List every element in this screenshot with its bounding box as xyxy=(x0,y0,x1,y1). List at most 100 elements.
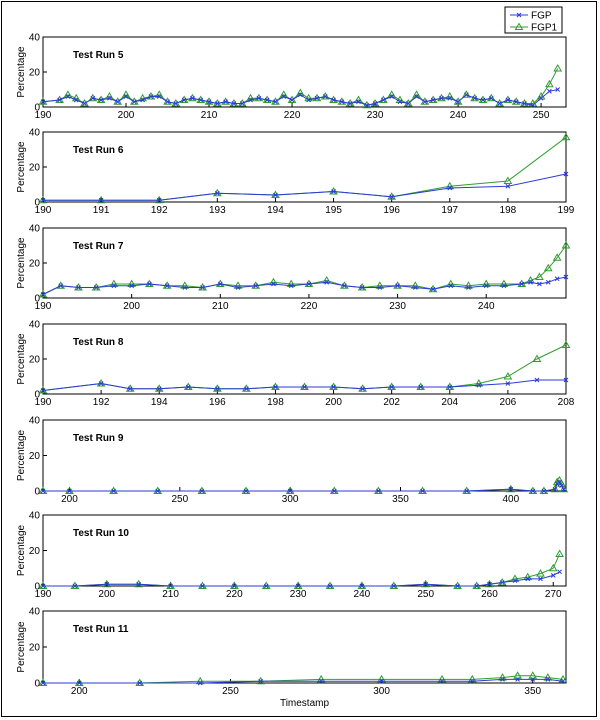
y-tick-label: 20 xyxy=(29,355,41,366)
point-fgp1 xyxy=(462,90,471,98)
point-fgp xyxy=(324,279,330,285)
point-fgp1 xyxy=(320,92,330,100)
point-fgp xyxy=(391,583,397,589)
x-tick-label: 270 xyxy=(545,589,562,600)
panel-title: Test Run 5 xyxy=(73,50,124,61)
point-fgp xyxy=(318,678,324,684)
point-fgp xyxy=(306,97,312,103)
x-tick-label: 220 xyxy=(226,589,243,600)
point-fgp xyxy=(235,285,241,290)
point-fgp xyxy=(376,488,381,494)
x-tick-label: 197 xyxy=(441,205,458,216)
point-fgp xyxy=(129,283,134,289)
series-line-fgp xyxy=(43,571,560,587)
y-tick-label: 40 xyxy=(29,511,41,522)
point-fgp xyxy=(447,95,453,101)
point-fgp xyxy=(545,279,551,285)
point-fgp xyxy=(359,285,365,290)
point-fgp xyxy=(185,384,191,390)
plot-area xyxy=(42,131,567,203)
point-fgp xyxy=(342,283,347,289)
point-fgp xyxy=(244,386,249,392)
y-tick-label: 40 xyxy=(29,33,41,44)
point-fgp1 xyxy=(561,132,571,141)
point-fgp xyxy=(314,95,320,101)
point-fgp xyxy=(263,583,269,589)
point-fgp xyxy=(505,183,511,189)
point-fgp xyxy=(483,283,489,289)
point-fgp xyxy=(414,94,419,99)
x-tick-label: 194 xyxy=(151,397,168,408)
point-fgp xyxy=(248,97,253,103)
x-tick-label: 190 xyxy=(35,301,52,312)
point-fgp xyxy=(501,283,507,289)
panel-title: Test Run 6 xyxy=(73,145,124,156)
x-tick-label: 190 xyxy=(35,110,52,121)
y-axis-label: Percentage xyxy=(16,237,27,289)
point-fgp xyxy=(253,283,259,289)
x-tick-label: 204 xyxy=(441,397,458,408)
x-tick-label: 193 xyxy=(209,205,226,216)
point-fgp1 xyxy=(510,574,520,582)
point-fgp xyxy=(140,97,145,103)
point-fgp xyxy=(131,99,137,105)
x-tick-label: 210 xyxy=(212,301,229,312)
point-fgp xyxy=(181,97,187,103)
point-fgp1 xyxy=(486,93,496,102)
x-tick-label: 200 xyxy=(118,110,135,121)
x-tick-label: 190 xyxy=(35,397,52,408)
point-fgp xyxy=(480,97,486,103)
point-fgp xyxy=(200,285,205,290)
point-fgp xyxy=(430,286,436,292)
y-axis-label: Percentage xyxy=(16,429,27,481)
point-fgp xyxy=(243,488,249,494)
point-fgp xyxy=(552,486,558,492)
point-fgp xyxy=(377,285,383,290)
y-tick-label: 40 xyxy=(29,128,41,139)
point-fgp xyxy=(271,281,276,287)
point-fgp xyxy=(538,95,544,101)
point-fgp xyxy=(258,678,264,684)
point-fgp xyxy=(356,99,361,105)
point-fgp xyxy=(57,97,62,103)
point-fgp xyxy=(182,285,188,290)
point-fgp1 xyxy=(559,484,569,493)
point-fgp xyxy=(214,190,220,196)
point-fgp xyxy=(530,102,536,108)
point-fgp xyxy=(497,101,502,106)
point-fgp xyxy=(287,488,293,494)
point-fgp xyxy=(381,97,386,103)
point-fgp xyxy=(331,384,336,390)
point-fgp xyxy=(505,97,511,103)
x-tick-label: 191 xyxy=(93,205,110,216)
point-fgp xyxy=(439,95,444,101)
point-fgp xyxy=(499,580,505,585)
point-fgp1 xyxy=(88,93,98,102)
point-fgp1 xyxy=(38,195,48,204)
point-fgp xyxy=(322,94,328,99)
x-tick-label: 192 xyxy=(151,205,168,216)
point-fgp xyxy=(476,382,482,388)
x-tick-label: 300 xyxy=(373,686,390,697)
point-fgp xyxy=(214,386,220,392)
x-tick-label: 195 xyxy=(325,205,342,216)
point-fgp xyxy=(528,279,533,285)
point-fgp xyxy=(111,283,117,289)
point-fgp xyxy=(545,677,551,682)
legend-label-fgp: FGP xyxy=(531,11,552,22)
point-fgp xyxy=(422,99,428,105)
point-fgp xyxy=(508,486,514,492)
point-fgp1 xyxy=(329,187,338,195)
point-fgp xyxy=(522,101,527,106)
point-fgp xyxy=(98,97,104,103)
plot-area xyxy=(42,610,567,684)
y-tick-label: 0 xyxy=(34,487,40,498)
point-fgp xyxy=(550,572,556,578)
point-fgp xyxy=(107,95,112,101)
point-fgp xyxy=(397,99,403,105)
x-tick-label: 250 xyxy=(533,110,550,121)
point-fgp1 xyxy=(183,382,193,390)
point-fgp xyxy=(372,101,378,106)
point-fgp xyxy=(289,97,295,103)
point-fgp xyxy=(58,283,64,289)
